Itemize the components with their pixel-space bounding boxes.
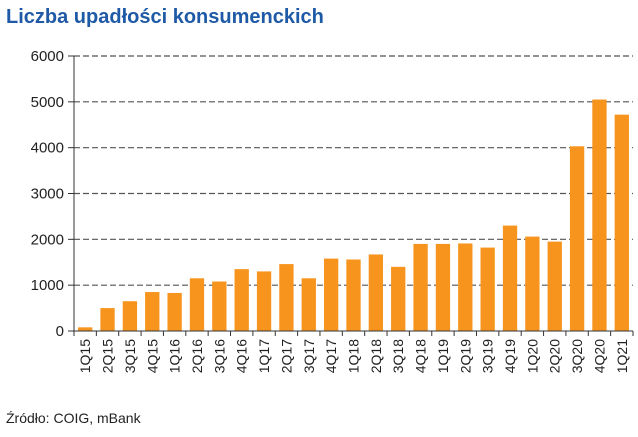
bar-4Q17 bbox=[323, 258, 339, 331]
bar-2Q17 bbox=[279, 264, 294, 331]
bar-4Q16 bbox=[234, 269, 249, 331]
x-tick-label: 4Q20 bbox=[591, 339, 607, 373]
bar-2Q20 bbox=[547, 241, 562, 331]
x-tick-label: 2Q19 bbox=[457, 339, 473, 373]
x-tick-label: 2Q15 bbox=[100, 339, 116, 373]
y-tick-label: 6000 bbox=[31, 48, 64, 65]
x-tick-label: 1Q19 bbox=[435, 339, 451, 373]
source-note: Źródło: COIG, mBank bbox=[6, 410, 141, 426]
x-tick-label: 2Q17 bbox=[278, 339, 294, 373]
bar-1Q16 bbox=[167, 292, 182, 331]
x-tick-label: 1Q16 bbox=[167, 339, 183, 373]
x-tick-label: 2Q16 bbox=[189, 339, 205, 373]
x-tick-label: 4Q19 bbox=[502, 339, 518, 373]
bar-2Q15 bbox=[100, 308, 115, 331]
bar-2Q16 bbox=[189, 278, 205, 331]
x-tick-label: 1Q18 bbox=[346, 339, 362, 373]
x-tick-label: 3Q20 bbox=[569, 339, 585, 373]
bar-3Q19 bbox=[480, 247, 495, 331]
y-tick-labels: 0 1000 2000 3000 4000 5000 6000 bbox=[31, 48, 64, 340]
x-tick-label: 1Q20 bbox=[524, 339, 540, 373]
bar-3Q17 bbox=[301, 278, 316, 331]
bar-1Q17 bbox=[256, 271, 272, 331]
x-tick-label: 3Q16 bbox=[211, 339, 227, 373]
chart-title: Liczba upadłości konsumenckich bbox=[6, 6, 324, 28]
y-tick-label: 2000 bbox=[31, 231, 64, 248]
bar-3Q18 bbox=[391, 266, 406, 331]
x-tick-label: 3Q17 bbox=[301, 339, 317, 373]
bar-2Q18 bbox=[368, 254, 384, 331]
x-tick-label: 1Q15 bbox=[77, 339, 93, 373]
bar-4Q15 bbox=[145, 292, 160, 331]
bar-4Q19 bbox=[502, 225, 518, 331]
y-tick-label: 1000 bbox=[31, 277, 64, 294]
bar-4Q20 bbox=[592, 99, 607, 332]
x-tick-label: 3Q19 bbox=[480, 339, 496, 373]
bars bbox=[78, 99, 629, 332]
bar-4Q18 bbox=[413, 243, 428, 331]
x-tick-label: 2Q18 bbox=[368, 339, 384, 373]
x-tick-label: 2Q20 bbox=[547, 339, 563, 373]
axes bbox=[68, 55, 634, 336]
bar-3Q20 bbox=[569, 146, 585, 331]
x-tick-label: 1Q17 bbox=[256, 339, 272, 373]
bar-2Q19 bbox=[458, 243, 473, 331]
bar-1Q21 bbox=[614, 114, 629, 332]
y-tick-label: 4000 bbox=[31, 140, 64, 157]
bar-1Q19 bbox=[435, 243, 451, 331]
bar-1Q20 bbox=[525, 236, 540, 331]
x-tick-label: 4Q18 bbox=[413, 339, 429, 373]
x-tick-label: 3Q15 bbox=[122, 339, 138, 373]
y-tick-label: 0 bbox=[56, 323, 64, 340]
bar-3Q16 bbox=[212, 281, 227, 331]
y-tick-label: 5000 bbox=[31, 94, 64, 111]
bar-1Q18 bbox=[346, 259, 361, 331]
x-tick-label: 4Q15 bbox=[144, 339, 160, 373]
bar-1Q15 bbox=[78, 327, 93, 331]
x-tick-label: 3Q18 bbox=[390, 339, 406, 373]
x-tick-label: 4Q17 bbox=[323, 339, 339, 373]
x-tick-label: 4Q16 bbox=[234, 339, 250, 373]
y-tick-label: 3000 bbox=[31, 186, 64, 203]
bar-3Q15 bbox=[122, 301, 138, 331]
x-tick-labels: 1Q15 2Q15 3Q15 4Q15 1Q16 2Q16 3Q16 4Q16 1Q17 2Q17… bbox=[77, 339, 630, 373]
x-tick-label: 1Q21 bbox=[614, 339, 630, 373]
